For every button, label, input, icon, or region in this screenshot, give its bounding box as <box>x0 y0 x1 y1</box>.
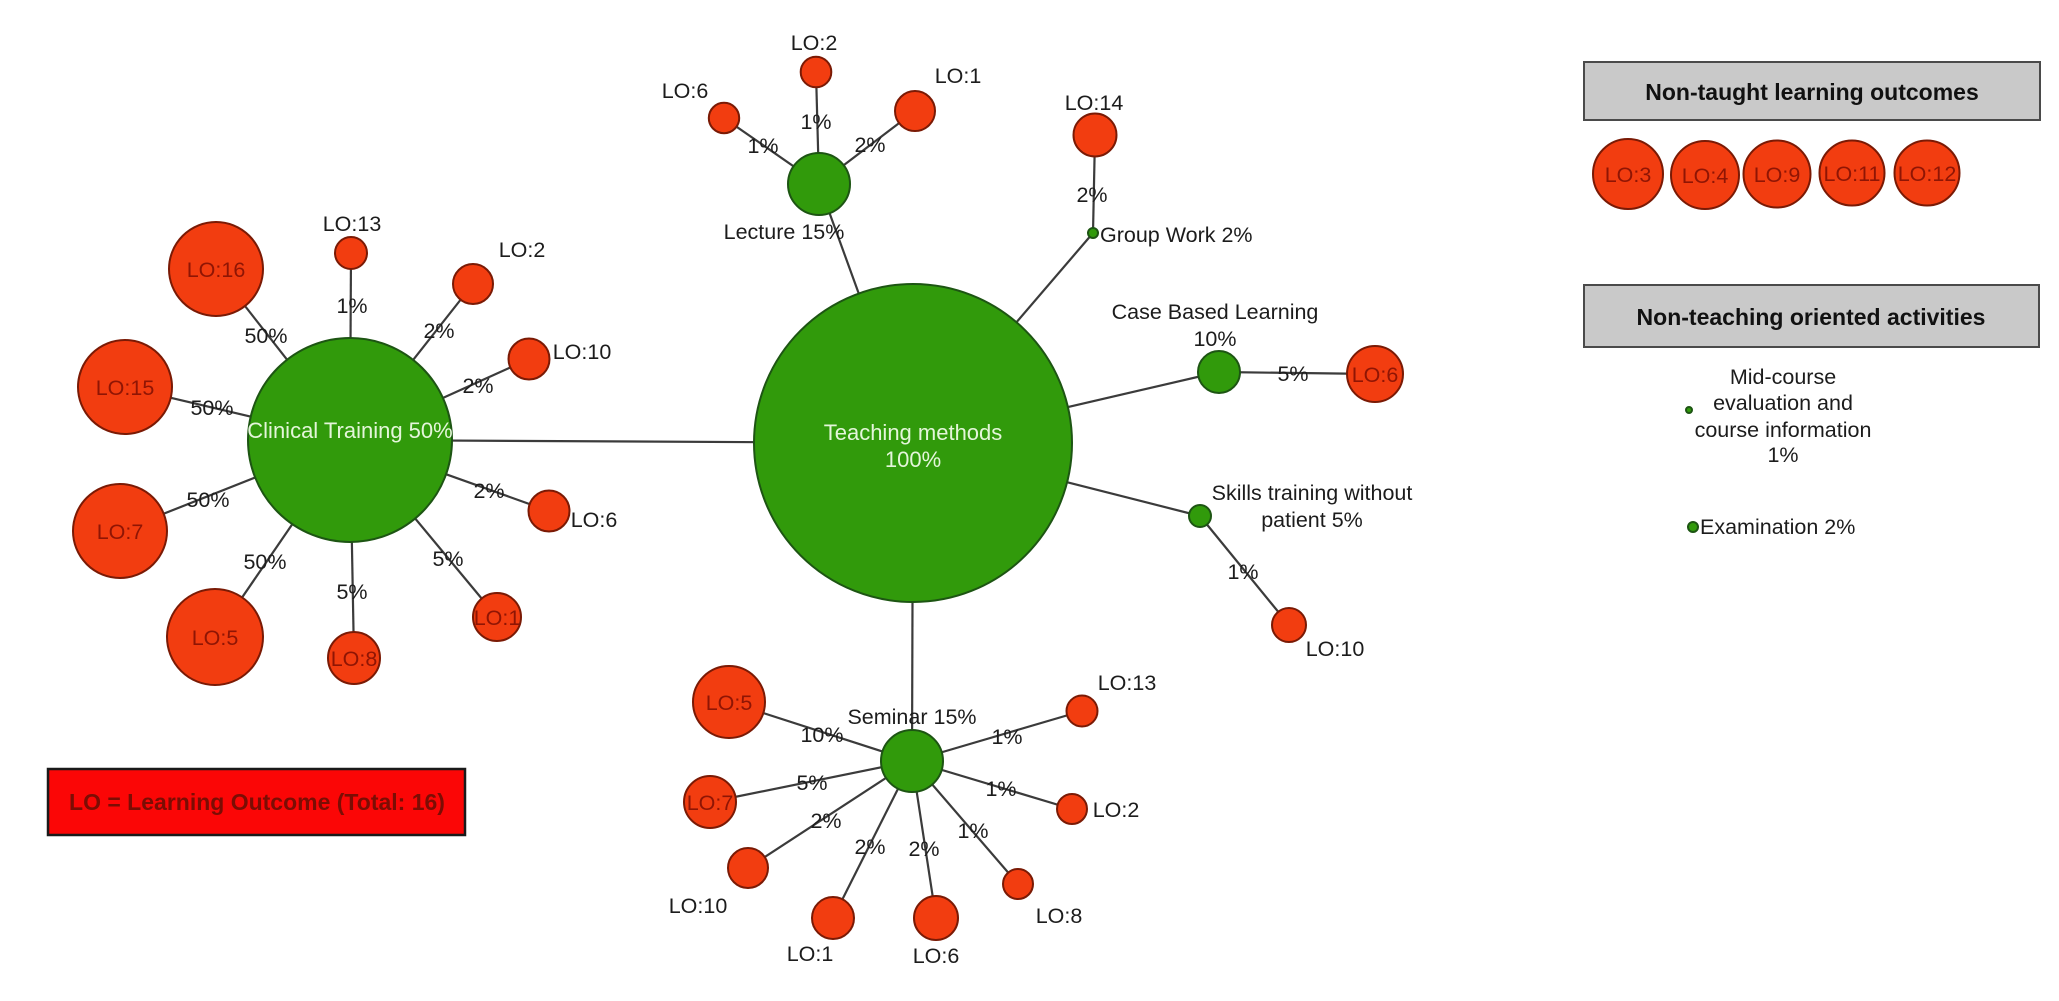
svg-text:LO:10: LO:10 <box>553 340 612 364</box>
svg-text:2%: 2% <box>810 809 841 833</box>
svg-text:Group Work 2%: Group Work 2% <box>1100 223 1253 247</box>
svg-text:evaluation and: evaluation and <box>1713 391 1853 415</box>
svg-text:100%: 100% <box>885 447 941 472</box>
svg-text:LO:1: LO:1 <box>935 64 982 88</box>
svg-text:LO:5: LO:5 <box>192 626 239 650</box>
svg-text:1%: 1% <box>336 294 367 318</box>
svg-text:1%: 1% <box>1767 443 1798 467</box>
svg-text:LO:4: LO:4 <box>1682 164 1729 188</box>
svg-text:50%: 50% <box>244 324 287 348</box>
svg-text:LO:11: LO:11 <box>1824 162 1881 186</box>
svg-text:LO:13: LO:13 <box>323 212 382 236</box>
svg-text:Mid-course: Mid-course <box>1730 365 1836 389</box>
svg-text:2%: 2% <box>854 133 885 157</box>
svg-text:Skills training without: Skills training without <box>1212 481 1413 505</box>
svg-text:Clinical Training 50%: Clinical Training 50% <box>247 418 452 443</box>
svg-text:LO:6: LO:6 <box>662 79 709 103</box>
svg-text:2%: 2% <box>908 837 939 861</box>
svg-text:1%: 1% <box>1227 560 1258 584</box>
svg-text:2%: 2% <box>473 479 504 503</box>
svg-text:5%: 5% <box>432 547 463 571</box>
svg-text:LO:5: LO:5 <box>706 691 753 715</box>
svg-text:LO:16: LO:16 <box>187 258 246 282</box>
svg-text:patient 5%: patient 5% <box>1261 508 1363 532</box>
svg-text:1%: 1% <box>957 819 988 843</box>
svg-text:LO:6: LO:6 <box>913 944 960 968</box>
svg-text:LO:7: LO:7 <box>687 791 734 815</box>
svg-text:LO:8: LO:8 <box>1036 904 1083 928</box>
svg-text:LO:8: LO:8 <box>331 647 378 671</box>
svg-text:LO:1: LO:1 <box>474 606 521 630</box>
svg-text:5%: 5% <box>336 580 367 604</box>
svg-text:LO:6: LO:6 <box>571 508 618 532</box>
svg-text:LO:10: LO:10 <box>1306 637 1365 661</box>
svg-text:LO:6: LO:6 <box>1352 363 1399 387</box>
svg-text:2%: 2% <box>1076 183 1107 207</box>
svg-text:50%: 50% <box>186 488 229 512</box>
svg-text:Teaching methods: Teaching methods <box>824 420 1003 445</box>
svg-text:1%: 1% <box>800 110 831 134</box>
svg-text:1%: 1% <box>747 134 778 158</box>
svg-text:5%: 5% <box>796 771 827 795</box>
svg-text:2%: 2% <box>854 835 885 859</box>
svg-text:2%: 2% <box>462 374 493 398</box>
svg-text:LO:1: LO:1 <box>787 942 834 966</box>
svg-text:LO:14: LO:14 <box>1065 91 1124 115</box>
svg-text:Non-taught learning outcomes: Non-taught learning outcomes <box>1645 79 1979 105</box>
svg-text:10%: 10% <box>800 723 843 747</box>
svg-text:LO:2: LO:2 <box>1093 798 1140 822</box>
svg-text:1%: 1% <box>985 777 1016 801</box>
svg-text:10%: 10% <box>1193 327 1236 351</box>
svg-text:LO:3: LO:3 <box>1605 163 1652 187</box>
svg-text:LO:2: LO:2 <box>791 31 838 55</box>
svg-text:Case Based Learning: Case Based Learning <box>1112 300 1319 324</box>
svg-text:LO:15: LO:15 <box>96 376 155 400</box>
svg-text:LO:12: LO:12 <box>1898 162 1957 186</box>
svg-text:LO = Learning Outcome (Total:: LO = Learning Outcome (Total: 16) <box>69 789 445 815</box>
svg-text:LO:10: LO:10 <box>669 894 728 918</box>
svg-text:1%: 1% <box>991 725 1022 749</box>
svg-text:Examination 2%: Examination 2% <box>1700 515 1855 539</box>
svg-text:course information: course information <box>1695 418 1872 442</box>
svg-text:50%: 50% <box>243 550 286 574</box>
svg-text:2%: 2% <box>423 319 454 343</box>
svg-text:5%: 5% <box>1277 362 1308 386</box>
svg-text:Seminar 15%: Seminar 15% <box>847 705 976 729</box>
svg-text:LO:2: LO:2 <box>499 238 546 262</box>
svg-text:Lecture 15%: Lecture 15% <box>724 220 845 244</box>
svg-text:LO:9: LO:9 <box>1754 163 1801 187</box>
svg-text:Non-teaching oriented activiti: Non-teaching oriented activities <box>1637 304 1986 330</box>
svg-text:50%: 50% <box>190 396 233 420</box>
svg-text:LO:13: LO:13 <box>1098 671 1157 695</box>
svg-text:LO:7: LO:7 <box>97 520 144 544</box>
